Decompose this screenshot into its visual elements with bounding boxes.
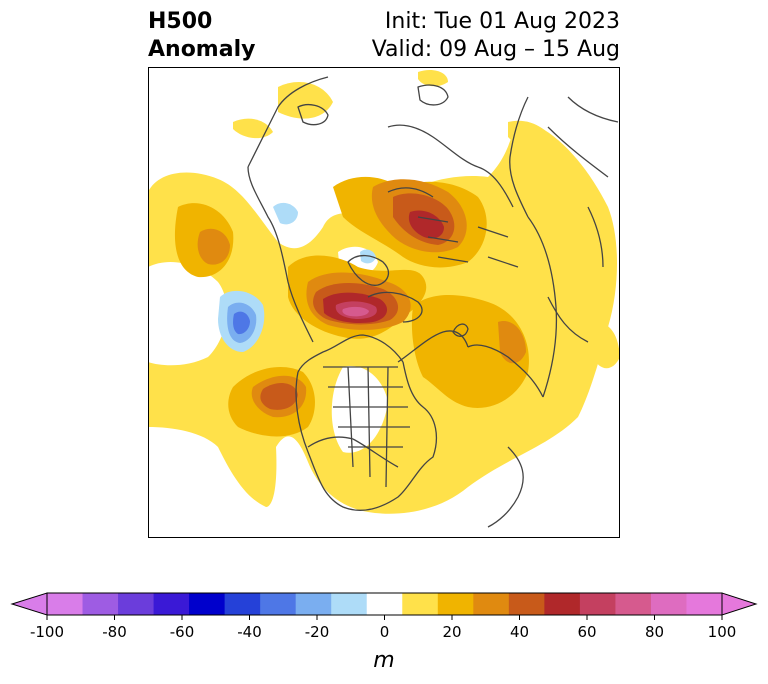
colorbar-tick-label: 40 <box>510 623 529 641</box>
colorbar: -100 -80 -60 -40 -20 0 20 40 60 80 100 m <box>10 592 758 673</box>
colorbar-over-arrow <box>721 592 758 616</box>
colorbar-tick-label: -40 <box>237 623 262 641</box>
colorbar-under-arrow <box>10 592 48 616</box>
colorbar-swatch <box>615 593 652 615</box>
map-frame <box>148 67 620 538</box>
colorbar-unit-label: m <box>373 648 394 673</box>
colorbar-tick-label: 60 <box>577 623 596 641</box>
colorbar-swatch <box>82 593 119 615</box>
colorbar-tick-label: -60 <box>170 623 195 641</box>
colorbar-swatch <box>189 593 226 615</box>
colorbar-tick-label: -80 <box>102 623 127 641</box>
valid-range: Valid: 09 Aug – 15 Aug <box>371 37 620 62</box>
map-title-line2: Anomaly <box>148 37 256 62</box>
anomaly-map <box>148 67 620 538</box>
colorbar-tick-label: 0 <box>380 623 390 641</box>
colorbar-tick-label: -100 <box>30 623 64 641</box>
anomaly-negative <box>218 202 376 352</box>
colorbar-tick-label: 80 <box>645 623 664 641</box>
colorbar-swatch <box>366 593 403 615</box>
colorbar-swatch <box>437 593 474 615</box>
date-info: Init: Tue 01 Aug 2023 Valid: 09 Aug – 15… <box>372 8 620 64</box>
coastlines <box>247 76 619 528</box>
colorbar-swatch <box>402 593 439 615</box>
colorbar-swatch <box>260 593 297 615</box>
colorbar-swatch <box>686 593 723 615</box>
colorbar-swatch <box>295 593 332 615</box>
colorbar-swatch <box>508 593 545 615</box>
colorbar-swatch <box>47 593 84 615</box>
colorbar-swatch <box>473 593 510 615</box>
colorbar-swatch <box>153 593 190 615</box>
colorbar-tick-label: -20 <box>305 623 330 641</box>
anomaly-positive-80 <box>342 306 369 317</box>
colorbar-swatch <box>118 593 155 615</box>
colorbar-swatch <box>579 593 616 615</box>
colorbar-swatch <box>224 593 261 615</box>
colorbar-swatch <box>544 593 581 615</box>
init-date: Init: Tue 01 Aug 2023 <box>384 9 620 34</box>
colorbar-tick-label: 100 <box>708 623 737 641</box>
colorbar-swatch <box>650 593 687 615</box>
map-title-line1: H500 <box>148 9 213 34</box>
colorbar-swatch <box>331 593 368 615</box>
colorbar-ticks: -100 -80 -60 -40 -20 0 20 40 60 80 100 <box>30 615 736 641</box>
colorbar-tick-label: 20 <box>442 623 461 641</box>
colorbar-boxes <box>10 592 758 616</box>
map-title: H500 Anomaly <box>148 8 255 64</box>
